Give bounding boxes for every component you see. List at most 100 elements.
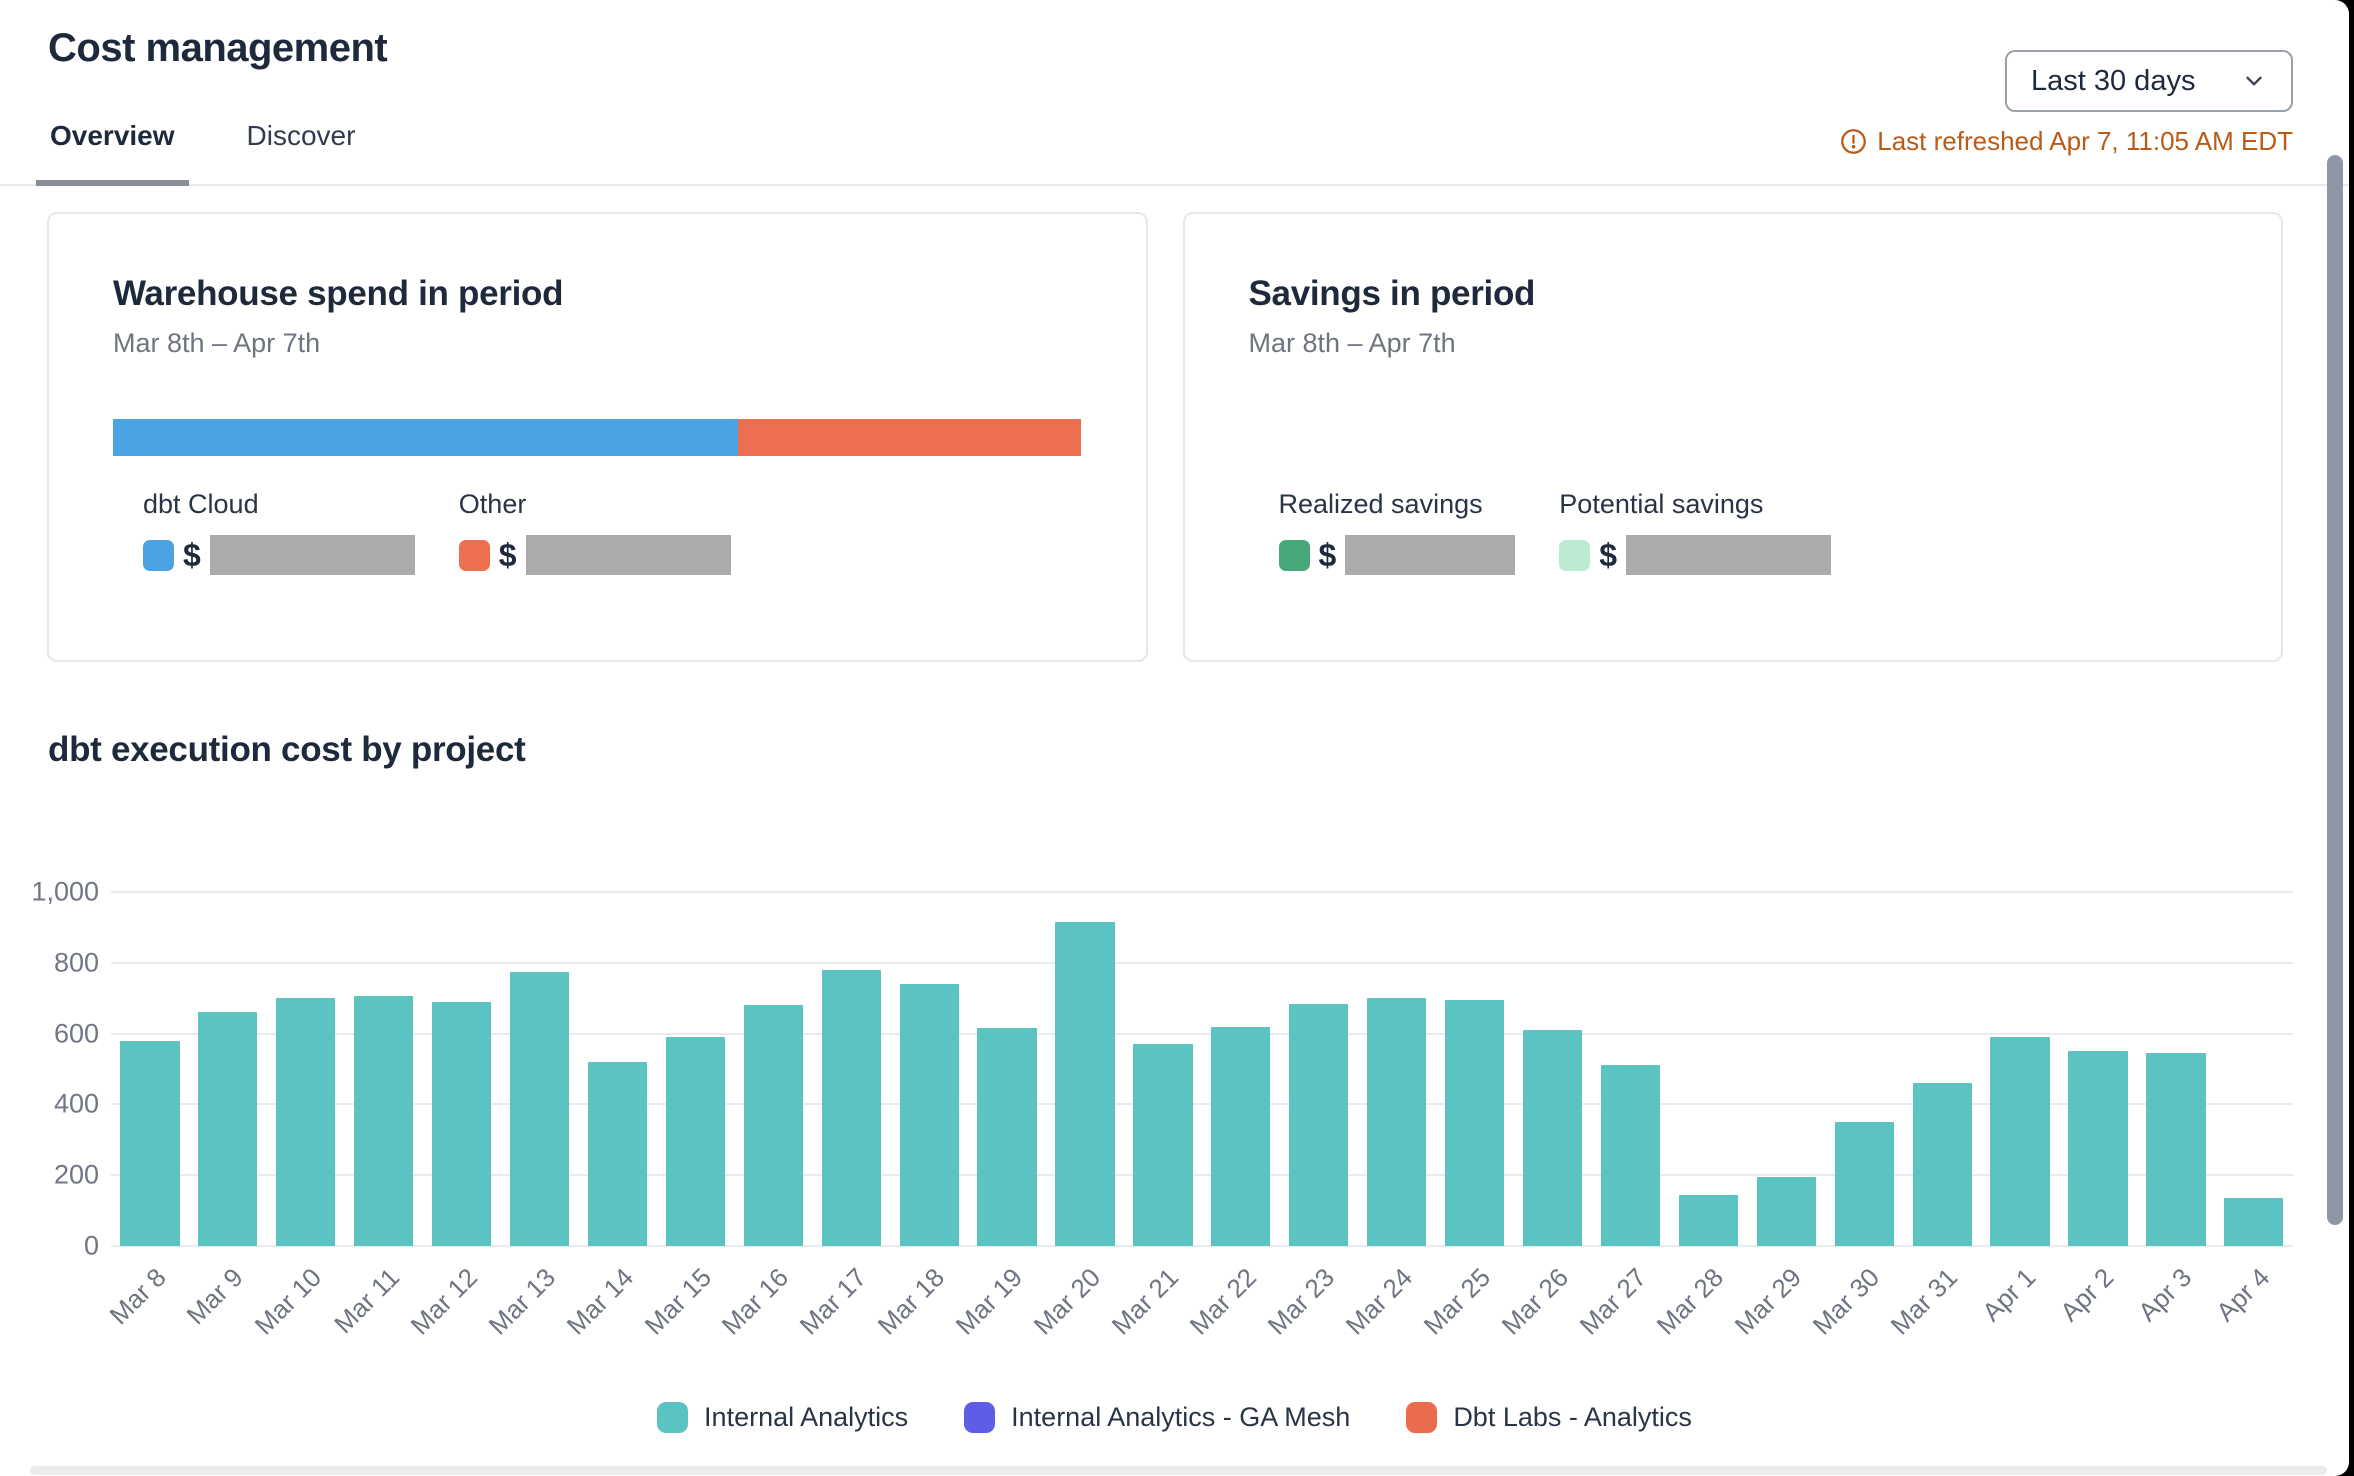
bar-mar-8[interactable] xyxy=(120,1040,180,1246)
date-range-dropdown[interactable]: Last 30 days xyxy=(2005,50,2293,112)
bar-mar-12[interactable] xyxy=(432,1001,492,1246)
last-refreshed-status: Last refreshed Apr 7, 11:05 AM EDT xyxy=(1840,126,2293,157)
chart-title: dbt execution cost by project xyxy=(48,730,526,769)
currency-symbol: $ xyxy=(1318,536,1337,573)
y-tick-label: 0 xyxy=(83,1230,99,1261)
x-tick: Mar 30 xyxy=(1807,1246,1903,1358)
bar-mar-29[interactable] xyxy=(1756,1176,1816,1246)
x-tick: Mar 26 xyxy=(1495,1246,1592,1358)
potential-savings-swatch xyxy=(1559,539,1591,571)
bar-slot xyxy=(1202,892,1280,1246)
bar-mar-24[interactable] xyxy=(1367,998,1427,1246)
x-tick-label: Apr 3 xyxy=(2131,1262,2198,1328)
bar-mar-10[interactable] xyxy=(276,998,336,1246)
y-tick-label: 400 xyxy=(53,1088,99,1119)
x-tick: Mar 17 xyxy=(794,1246,890,1358)
bar-mar-27[interactable] xyxy=(1600,1065,1661,1246)
x-tick: Mar 24 xyxy=(1339,1246,1436,1358)
bar-apr-3[interactable] xyxy=(2146,1053,2206,1246)
gridline xyxy=(111,1103,2293,1106)
bar-mar-15[interactable] xyxy=(665,1037,726,1246)
bar-apr-4[interactable] xyxy=(2224,1198,2284,1246)
bar-slot xyxy=(1514,892,1592,1246)
bar-slot xyxy=(968,892,1046,1246)
legend-item-internal-analytics-ga-mesh[interactable]: Internal Analytics - GA Mesh xyxy=(964,1402,1350,1433)
bar-apr-2[interactable] xyxy=(2068,1051,2128,1246)
bar-mar-19[interactable] xyxy=(977,1028,1037,1246)
bar-mar-17[interactable] xyxy=(821,969,881,1246)
card-title: Savings in period xyxy=(1248,274,1536,313)
bar-mar-20[interactable] xyxy=(1055,922,1115,1246)
currency-symbol: $ xyxy=(1599,536,1618,573)
legend-swatch xyxy=(657,1402,689,1433)
x-tick: Mar 19 xyxy=(950,1246,1046,1358)
bar-mar-25[interactable] xyxy=(1445,999,1505,1246)
bar-mar-26[interactable] xyxy=(1522,1030,1583,1246)
x-tick: Mar 14 xyxy=(560,1246,657,1358)
bar-mar-21[interactable] xyxy=(1133,1044,1193,1246)
x-tick: Mar 13 xyxy=(482,1246,579,1358)
bar-slot xyxy=(423,892,501,1246)
x-tick-label: Mar 9 xyxy=(180,1262,250,1331)
x-tick: Mar 28 xyxy=(1651,1246,1747,1358)
bar-mar-18[interactable] xyxy=(899,984,959,1246)
bar-mar-23[interactable] xyxy=(1289,1003,1349,1246)
vertical-scrollbar-thumb[interactable] xyxy=(2327,155,2343,1225)
bar-mar-16[interactable] xyxy=(743,1005,803,1246)
legend-label: Dbt Labs - Analytics xyxy=(1453,1402,1692,1432)
bar-slot xyxy=(111,892,189,1246)
legend-label: Internal Analytics - GA Mesh xyxy=(1011,1402,1351,1432)
bar-mar-28[interactable] xyxy=(1678,1194,1738,1246)
dbt-cloud-swatch xyxy=(143,539,174,571)
x-tick: Mar 15 xyxy=(638,1246,734,1358)
bar-apr-1[interactable] xyxy=(1990,1037,2050,1246)
bar-slot xyxy=(2137,892,2215,1246)
bar-slot xyxy=(1981,892,2059,1246)
bar-slot xyxy=(1903,892,1981,1246)
bar-mar-30[interactable] xyxy=(1834,1122,1894,1246)
redacted-value xyxy=(209,535,415,575)
bar-slot xyxy=(1825,892,1903,1246)
gridline xyxy=(111,891,2293,893)
card-period: Mar 8th – Apr 7th xyxy=(113,328,321,358)
chart-legend: Internal Analytics Internal Analytics - G… xyxy=(0,1402,2349,1433)
bar-chart-plot: 0 200 400 600 800 1,000 xyxy=(31,877,2293,1261)
x-tick: Mar 22 xyxy=(1184,1246,1280,1358)
bar-slot xyxy=(1124,892,1202,1246)
bar-mar-22[interactable] xyxy=(1211,1026,1271,1246)
date-range-value: Last 30 days xyxy=(2031,64,2196,97)
x-tick-label: Mar 8 xyxy=(102,1262,172,1331)
x-tick: Mar 20 xyxy=(1028,1246,1124,1358)
x-tick: Mar 23 xyxy=(1262,1246,1358,1358)
stacked-bar-segment-dbt-cloud xyxy=(113,419,738,456)
legend-item-dbt-labs-analytics[interactable]: Dbt Labs - Analytics xyxy=(1406,1402,1692,1433)
bar-slot xyxy=(267,892,345,1246)
bar-slot xyxy=(1358,892,1436,1246)
realized-savings-swatch xyxy=(1278,539,1310,571)
tab-overview[interactable]: Overview xyxy=(36,112,189,186)
legend-label: dbt Cloud xyxy=(143,489,259,519)
x-tick-label: Apr 1 xyxy=(1976,1262,2042,1328)
bar-mar-31[interactable] xyxy=(1912,1083,1972,1246)
y-tick-label: 600 xyxy=(53,1018,99,1049)
tab-discover[interactable]: Discover xyxy=(246,120,356,151)
x-tick: Apr 2 xyxy=(2054,1246,2137,1358)
legend-item-internal-analytics[interactable]: Internal Analytics xyxy=(657,1402,908,1433)
bar-mar-13[interactable] xyxy=(509,971,570,1246)
x-tick: Mar 27 xyxy=(1573,1246,1670,1358)
savings-legend: Realized savings $ Potential savings $ xyxy=(1278,489,2218,575)
y-tick-label: 1,000 xyxy=(31,876,99,907)
bar-slot xyxy=(1280,892,1358,1246)
legend-label: Potential savings xyxy=(1559,489,1764,519)
bar-slot xyxy=(1592,892,1670,1246)
bar-mar-11[interactable] xyxy=(354,996,414,1246)
card-title: Warehouse spend in period xyxy=(113,274,564,313)
x-tick: Apr 3 xyxy=(2132,1246,2215,1358)
x-tick-label: Apr 2 xyxy=(2054,1262,2120,1328)
other-swatch xyxy=(458,539,490,571)
horizontal-scrollbar[interactable] xyxy=(30,1466,2327,1475)
bar-slot xyxy=(734,892,812,1246)
bar-mar-9[interactable] xyxy=(198,1012,258,1246)
bar-mar-14[interactable] xyxy=(587,1061,648,1246)
legend-swatch xyxy=(964,1402,996,1433)
